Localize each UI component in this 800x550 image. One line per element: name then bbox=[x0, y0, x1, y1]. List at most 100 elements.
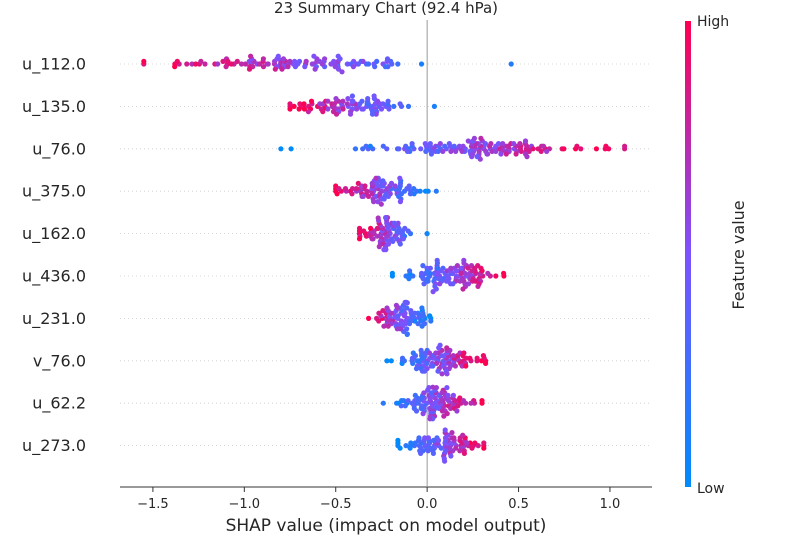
data-point bbox=[426, 350, 433, 356]
data-point bbox=[349, 191, 355, 197]
data-point bbox=[544, 148, 550, 154]
colorbar-low-label: Low bbox=[697, 481, 725, 497]
data-point bbox=[442, 143, 448, 149]
data-point bbox=[385, 98, 391, 104]
data-point bbox=[518, 148, 524, 154]
data-point bbox=[360, 106, 366, 112]
data-point bbox=[474, 355, 480, 361]
data-point bbox=[373, 111, 379, 117]
data-point bbox=[364, 101, 370, 107]
data-point bbox=[362, 183, 368, 189]
feature-label: u_273.0 bbox=[22, 436, 86, 456]
data-point bbox=[425, 278, 431, 284]
data-point bbox=[380, 308, 386, 314]
data-point bbox=[287, 106, 293, 112]
data-point bbox=[407, 445, 413, 451]
data-point bbox=[373, 175, 379, 181]
data-point bbox=[524, 154, 530, 160]
data-point bbox=[371, 93, 377, 99]
data-point bbox=[413, 408, 420, 414]
data-point bbox=[349, 186, 356, 192]
data-point bbox=[405, 398, 411, 404]
data-point bbox=[296, 106, 302, 112]
data-point bbox=[395, 61, 401, 67]
data-point bbox=[435, 437, 442, 443]
data-point bbox=[303, 58, 309, 64]
data-point bbox=[278, 146, 284, 152]
data-point bbox=[468, 400, 474, 406]
data-point bbox=[440, 148, 446, 154]
data-point bbox=[202, 61, 208, 67]
data-point bbox=[475, 283, 481, 289]
data-point bbox=[419, 395, 425, 401]
data-point bbox=[344, 101, 350, 107]
data-point bbox=[392, 183, 398, 189]
data-point bbox=[441, 413, 447, 419]
data-point bbox=[424, 231, 430, 237]
data-point bbox=[409, 141, 415, 147]
data-point bbox=[350, 98, 356, 104]
data-point bbox=[189, 61, 195, 67]
data-point bbox=[416, 435, 422, 441]
x-axis-label: SHAP value (impact on model output) bbox=[226, 516, 547, 536]
x-tick-label: 0.0 bbox=[417, 497, 438, 512]
data-point bbox=[420, 310, 426, 316]
data-point bbox=[489, 148, 495, 154]
data-point bbox=[442, 458, 448, 464]
data-point bbox=[344, 61, 350, 67]
data-point bbox=[395, 220, 401, 226]
data-point bbox=[622, 143, 628, 149]
data-point bbox=[301, 101, 307, 107]
data-point bbox=[301, 106, 307, 112]
data-point bbox=[439, 390, 445, 396]
data-point bbox=[428, 318, 434, 324]
feature-label: u_135.0 bbox=[22, 97, 86, 117]
data-point bbox=[386, 106, 392, 112]
data-point bbox=[360, 193, 366, 199]
data-point bbox=[461, 257, 467, 263]
data-point bbox=[404, 331, 410, 337]
data-point bbox=[280, 56, 287, 62]
data-point bbox=[428, 151, 434, 157]
feature-label: u_231.0 bbox=[22, 309, 86, 329]
data-point bbox=[312, 66, 318, 72]
data-point bbox=[456, 143, 462, 149]
data-point bbox=[435, 148, 441, 154]
data-point bbox=[342, 186, 349, 192]
data-point bbox=[430, 363, 436, 369]
data-point bbox=[141, 58, 147, 64]
data-point bbox=[339, 69, 345, 75]
data-point bbox=[347, 111, 354, 117]
data-point bbox=[320, 109, 326, 115]
data-point bbox=[291, 103, 297, 109]
data-point bbox=[410, 350, 416, 356]
data-point bbox=[454, 263, 460, 269]
data-point bbox=[223, 64, 229, 70]
data-point bbox=[356, 225, 363, 231]
data-point bbox=[412, 318, 418, 324]
data-point bbox=[448, 405, 454, 411]
data-point bbox=[413, 366, 420, 372]
x-tick-label: 1.0 bbox=[600, 497, 621, 512]
data-point bbox=[354, 106, 360, 112]
data-point bbox=[345, 96, 351, 102]
data-point bbox=[493, 273, 499, 279]
data-point bbox=[480, 353, 486, 359]
data-point bbox=[421, 321, 428, 327]
data-point bbox=[465, 138, 471, 144]
data-point bbox=[367, 143, 373, 149]
data-point bbox=[360, 58, 366, 64]
data-point bbox=[380, 101, 386, 107]
feature-label: v_76.0 bbox=[33, 351, 86, 371]
data-point bbox=[352, 146, 359, 152]
data-point bbox=[407, 268, 413, 274]
data-point bbox=[397, 101, 403, 107]
data-point bbox=[350, 64, 356, 70]
data-point bbox=[376, 318, 382, 324]
data-point bbox=[450, 353, 456, 359]
data-point bbox=[406, 321, 413, 327]
data-point bbox=[457, 395, 463, 401]
data-point bbox=[472, 440, 478, 446]
data-point bbox=[422, 188, 429, 194]
